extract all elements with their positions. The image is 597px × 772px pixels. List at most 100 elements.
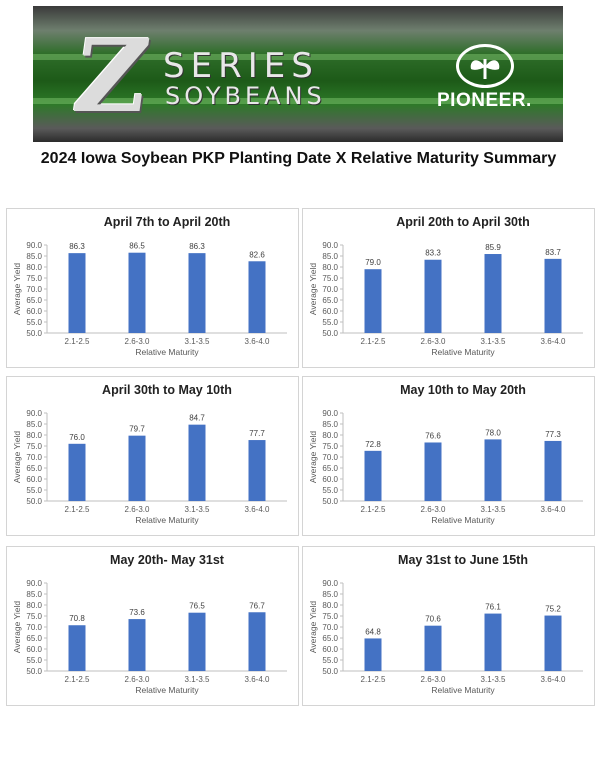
chart-panel: April 20th to April 30th 90.0 85.0 80.0 75.0… <box>302 208 595 368</box>
chart-title: April 20th to April 30th <box>396 215 530 229</box>
x-tick-label: 2.1-2.5 <box>361 675 386 684</box>
y-axis-title: Average Yield <box>12 263 22 316</box>
bar <box>544 440 562 501</box>
x-tick-label: 3.6-4.0 <box>245 675 270 684</box>
data-label: 86.3 <box>69 242 85 251</box>
y-tick-label: 85.0 <box>26 252 42 261</box>
banner-streak <box>33 54 563 60</box>
y-tick-label: 75.0 <box>322 274 338 283</box>
bar <box>364 638 382 671</box>
x-tick-label: 3.6-4.0 <box>541 675 566 684</box>
y-tick-label: 50.0 <box>322 329 338 338</box>
y-tick-label: 90.0 <box>322 409 338 418</box>
z-series-banner: Z SERIES SOYBEANS PIONEER. <box>33 6 563 142</box>
y-axis-title: Average Yield <box>308 263 318 316</box>
y-tick-label: 60.0 <box>26 307 42 316</box>
x-axis-title: Relative Maturity <box>431 515 495 525</box>
x-tick-label: 3.1-3.5 <box>185 675 210 684</box>
x-axis-title: Relative Maturity <box>431 685 495 695</box>
x-tick-label: 3.1-3.5 <box>185 337 210 346</box>
y-tick-label: 50.0 <box>26 497 42 506</box>
bar <box>544 258 562 333</box>
bar <box>364 450 382 501</box>
y-tick-label: 60.0 <box>322 645 338 654</box>
bar-chart: May 10th to May 20th 90.0 85.0 80.0 75.0 70.0… <box>308 383 583 525</box>
y-tick-label: 80.0 <box>26 601 42 610</box>
bar-chart: May 31st to June 15th 90.0 85.0 80.0 75.0 70.… <box>308 553 583 695</box>
z-logo: Z <box>66 17 157 135</box>
bar <box>188 424 206 501</box>
y-tick-label: 65.0 <box>26 464 42 473</box>
bar <box>424 259 442 333</box>
y-tick-label: 85.0 <box>26 420 42 429</box>
data-label: 84.7 <box>189 414 205 423</box>
y-tick-label: 60.0 <box>322 475 338 484</box>
data-label: 79.7 <box>129 425 145 434</box>
chart-title: May 20th- May 31st <box>110 553 225 567</box>
y-tick-label: 85.0 <box>26 590 42 599</box>
x-axis-title: Relative Maturity <box>135 515 199 525</box>
bar <box>364 269 382 333</box>
y-tick-label: 80.0 <box>322 263 338 272</box>
chart-title: April 30th to May 10th <box>102 383 232 397</box>
y-axis-title: Average Yield <box>12 601 22 654</box>
bar-chart: April 20th to April 30th 90.0 85.0 80.0 75.0… <box>308 215 583 357</box>
y-tick-label: 85.0 <box>322 252 338 261</box>
x-tick-label: 3.1-3.5 <box>481 675 506 684</box>
pioneer-brand-text: PIONEER. <box>437 90 532 111</box>
y-tick-label: 65.0 <box>322 464 338 473</box>
data-label: 83.3 <box>425 249 441 258</box>
data-label: 78.0 <box>485 428 501 437</box>
data-label: 70.8 <box>69 614 85 623</box>
data-label: 76.0 <box>69 433 85 442</box>
bar <box>544 615 562 671</box>
data-label: 85.9 <box>485 243 501 252</box>
y-axis-title: Average Yield <box>12 431 22 484</box>
bar <box>424 442 442 501</box>
data-label: 86.5 <box>129 242 145 251</box>
y-tick-label: 65.0 <box>26 634 42 643</box>
bar <box>128 619 146 671</box>
y-tick-label: 55.0 <box>322 656 338 665</box>
bar <box>248 261 266 333</box>
bar <box>188 612 206 671</box>
data-label: 82.6 <box>249 250 265 259</box>
y-tick-label: 75.0 <box>322 612 338 621</box>
data-label: 75.2 <box>545 605 561 614</box>
y-tick-label: 50.0 <box>322 497 338 506</box>
y-tick-label: 70.0 <box>26 285 42 294</box>
y-tick-label: 55.0 <box>322 486 338 495</box>
x-tick-label: 2.1-2.5 <box>65 675 90 684</box>
y-axis-title: Average Yield <box>308 431 318 484</box>
data-label: 70.6 <box>425 615 441 624</box>
y-tick-label: 80.0 <box>26 263 42 272</box>
chart-panel: May 31st to June 15th 90.0 85.0 80.0 75.0 70.… <box>302 546 595 706</box>
bar <box>128 252 146 333</box>
x-tick-label: 2.1-2.5 <box>65 337 90 346</box>
x-axis-title: Relative Maturity <box>135 347 199 357</box>
logo-soybeans-text: SOYBEANS <box>165 82 326 110</box>
y-tick-label: 90.0 <box>26 579 42 588</box>
y-tick-label: 90.0 <box>322 241 338 250</box>
x-tick-label: 3.6-4.0 <box>541 337 566 346</box>
y-tick-label: 50.0 <box>322 667 338 676</box>
y-tick-label: 80.0 <box>322 601 338 610</box>
y-tick-label: 90.0 <box>26 241 42 250</box>
y-tick-label: 60.0 <box>26 475 42 484</box>
bar-chart: May 20th- May 31st 90.0 85.0 80.0 75.0 70.0 65… <box>12 553 287 695</box>
y-tick-label: 75.0 <box>322 442 338 451</box>
x-tick-label: 2.6-3.0 <box>125 337 150 346</box>
x-tick-label: 2.6-3.0 <box>125 675 150 684</box>
y-tick-label: 60.0 <box>26 645 42 654</box>
y-tick-label: 80.0 <box>26 431 42 440</box>
banner-streak <box>33 98 563 104</box>
y-tick-label: 65.0 <box>26 296 42 305</box>
y-tick-label: 70.0 <box>322 453 338 462</box>
x-tick-label: 2.6-3.0 <box>421 675 446 684</box>
x-tick-label: 3.1-3.5 <box>481 505 506 514</box>
data-label: 86.3 <box>189 242 205 251</box>
x-tick-label: 2.1-2.5 <box>361 337 386 346</box>
x-tick-label: 3.1-3.5 <box>185 505 210 514</box>
bar-chart: April 7th to April 20th 90.0 85.0 80.0 75.0 7… <box>12 215 287 357</box>
y-tick-label: 55.0 <box>322 318 338 327</box>
